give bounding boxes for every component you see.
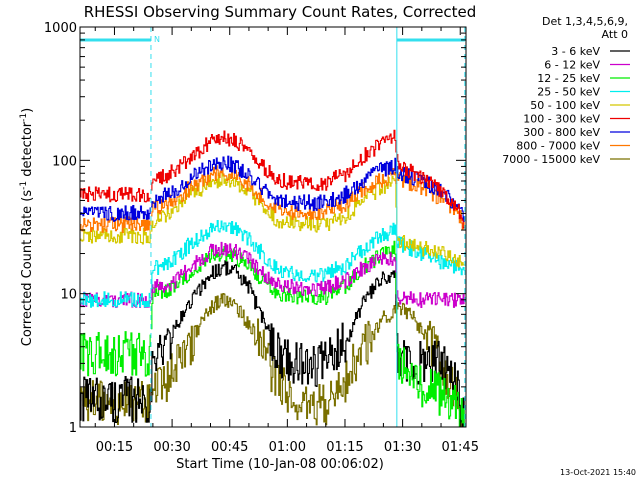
legend-header-line-1: Det 1,3,4,5,6,9, xyxy=(542,15,628,28)
x-tick-label: 00:45 xyxy=(211,440,248,455)
y-label-part-3: ) xyxy=(20,108,35,113)
legend-label: 7000 - 15000 keV xyxy=(502,153,600,166)
y-axis-label: Corrected Count Rate (s-1 detector-1) xyxy=(19,108,35,346)
y-tick-label: 10 xyxy=(60,288,77,303)
y-tick-label: 100 xyxy=(52,154,77,169)
series-line-100-300-kev xyxy=(80,129,465,229)
chart-title: RHESSI Observing Summary Count Rates, Co… xyxy=(84,3,477,21)
legend-label: 6 - 12 keV xyxy=(544,59,600,72)
legend-label: 12 - 25 keV xyxy=(537,72,600,85)
interval-marker-layer xyxy=(150,27,466,427)
y-label-part-1: Corrected Count Rate (s xyxy=(20,190,35,347)
legend-label: 300 - 800 keV xyxy=(523,126,600,139)
footer-timestamp: 13-Oct-2021 15:40 xyxy=(560,468,636,477)
legend-label: 3 - 6 keV xyxy=(551,45,600,58)
legend-label: 800 - 7000 keV xyxy=(516,140,600,153)
plot-frame xyxy=(79,26,467,428)
legend-label: 100 - 300 keV xyxy=(523,113,600,126)
night-label: N xyxy=(154,35,160,44)
x-tick-label: 01:00 xyxy=(269,440,306,455)
night-shading-layer: N xyxy=(80,35,465,44)
x-tick-label: 00:30 xyxy=(153,440,190,455)
x-tick-label: 01:30 xyxy=(384,440,421,455)
x-axis: 00:15 00:30 00:45 01:00 01:15 01:30 01:45 xyxy=(94,27,479,455)
x-axis-label: Start Time (10-Jan-08 00:06:02) xyxy=(176,457,384,472)
y-label-sup-2: -1 xyxy=(19,113,29,122)
y-tick-label: 1000 xyxy=(44,21,77,36)
x-tick-label: 01:45 xyxy=(442,440,479,455)
y-axis: 1 10 100 1000 xyxy=(44,21,466,436)
x-tick-label: 01:15 xyxy=(326,440,363,455)
x-tick-label: 00:15 xyxy=(96,440,133,455)
legend-header-line-2: Att 0 xyxy=(602,28,628,41)
y-label-part-2: detector xyxy=(20,121,35,181)
y-tick-label: 1 xyxy=(69,421,77,436)
series-line-12-25-kev xyxy=(80,240,465,428)
legend-label: 25 - 50 keV xyxy=(537,86,600,99)
y-label-sup-1: -1 xyxy=(19,181,29,190)
series-line-300-800-kev xyxy=(80,155,465,222)
legend-label: 50 - 100 keV xyxy=(530,99,600,112)
series-layer xyxy=(80,129,465,428)
